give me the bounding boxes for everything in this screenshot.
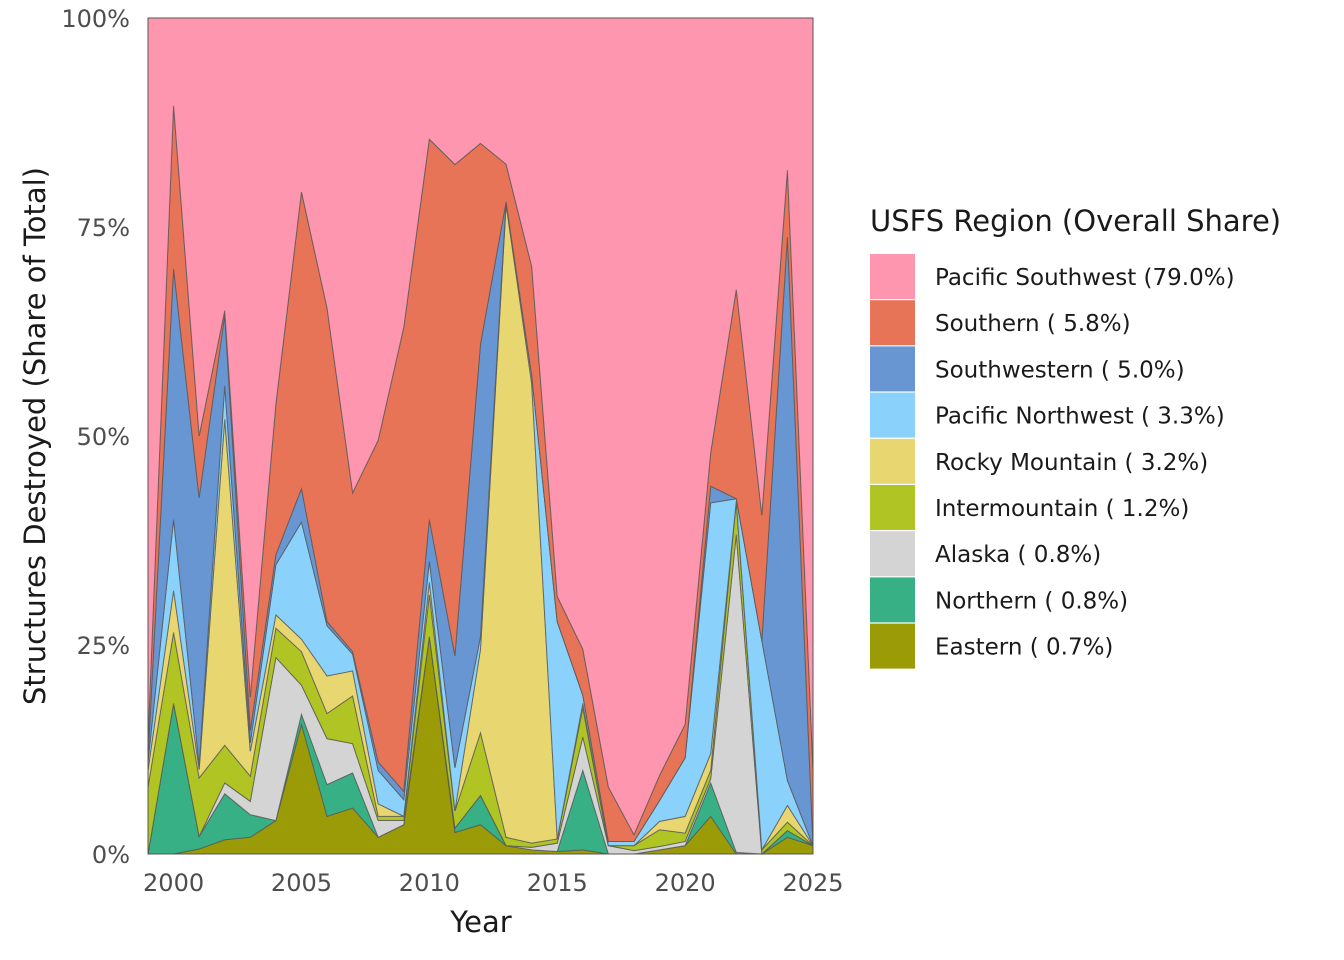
x-tick-label: 2010 (399, 869, 460, 897)
x-tick-label: 2020 (655, 869, 716, 897)
legend-swatch-rocky-mountain (870, 438, 915, 484)
legend-swatch-pacific-southwest (870, 254, 915, 299)
legend-label-southwestern: Southwestern ( 5.0%) (935, 357, 1185, 383)
y-axis-ticks: 0% 25% 50% 75% 100% (61, 5, 130, 869)
legend-swatch-southern (870, 300, 915, 346)
legend-label-pacific-southwest: Pacific Southwest (79.0%) (935, 265, 1235, 291)
legend-label-southern: Southern ( 5.8%) (935, 311, 1131, 337)
legend-swatch-eastern (870, 623, 915, 669)
legend-swatch-pacific-northwest (870, 392, 915, 438)
chart-areas (147, 17, 814, 856)
plot-panel-border (147, 17, 814, 855)
x-tick-label: 2005 (271, 869, 332, 897)
x-axis-title: Year (449, 905, 511, 939)
legend: Pacific Southwest (79.0%) Southern ( 5.8%… (870, 254, 1235, 669)
y-tick-label: 75% (77, 214, 130, 242)
legend-swatch-southwestern (870, 346, 915, 392)
legend-label-intermountain: Intermountain ( 1.2%) (935, 496, 1189, 522)
x-tick-label: 2015 (527, 869, 588, 897)
legend-label-alaska: Alaska ( 0.8%) (935, 542, 1101, 568)
y-tick-label: 0% (92, 841, 130, 869)
legend-swatch-northern (870, 577, 915, 623)
y-tick-label: 25% (77, 632, 130, 660)
legend-label-pacific-northwest: Pacific Northwest ( 3.3%) (935, 404, 1225, 430)
legend-label-eastern: Eastern ( 0.7%) (935, 635, 1113, 661)
y-tick-label: 50% (77, 423, 130, 451)
legend-label-rocky-mountain: Rocky Mountain ( 3.2%) (935, 450, 1208, 476)
y-axis-title: Structures Destroyed (Share of Total) (18, 167, 52, 705)
y-tick-label: 100% (61, 5, 130, 33)
legend-swatch-alaska (870, 531, 915, 577)
legend-swatch-intermountain (870, 485, 915, 530)
legend-label-northern: Northern ( 0.8%) (935, 588, 1128, 614)
legend-title: USFS Region (Overall Share) (870, 204, 1281, 238)
x-tick-label: 2025 (782, 869, 843, 897)
x-axis-ticks: 2000 2005 2010 2015 2020 2025 (143, 869, 844, 897)
x-tick-label: 2000 (143, 869, 204, 897)
